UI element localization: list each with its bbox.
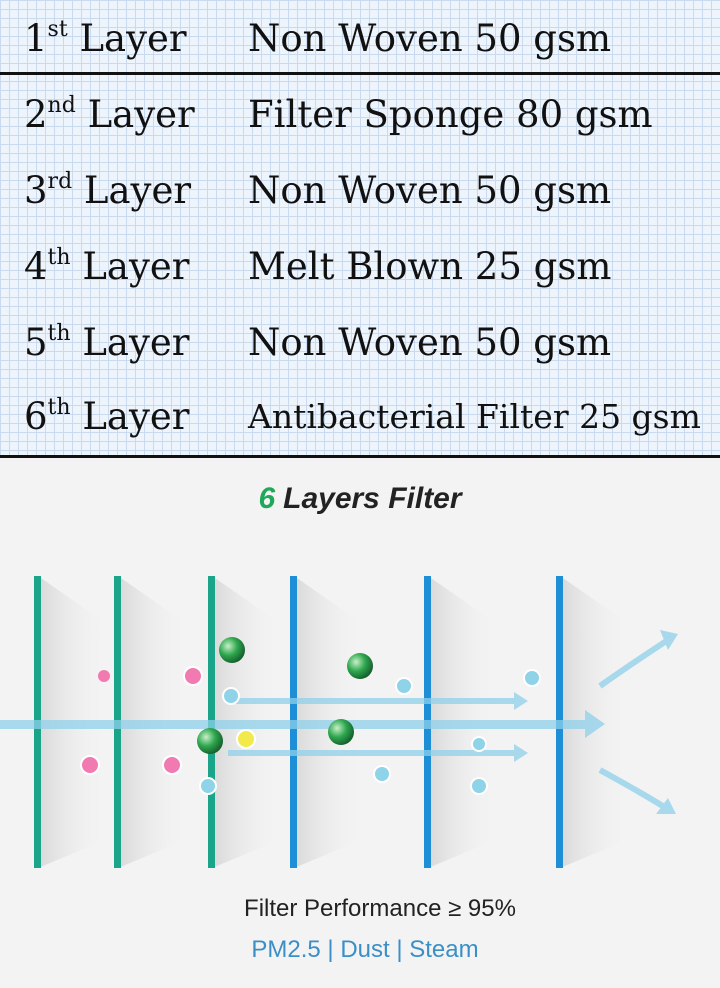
filter-illustration — [0, 576, 678, 868]
table-row: 4th Layer Melt Blown 25 gsm — [0, 228, 720, 304]
filter-diagram: 6 Layers Filter Filter Performance ≥ 95% … — [0, 458, 720, 988]
layer-material: Melt Blown 25 gsm — [248, 244, 612, 288]
layer-material: Non Woven 50 gsm — [248, 168, 612, 212]
layer-material: Non Woven 50 gsm — [248, 320, 612, 364]
layer-material: Non Woven 50 gsm — [248, 16, 612, 60]
table-row: 2nd Layer Filter Sponge 80 gsm — [0, 76, 720, 152]
table-header-row: 1st Layer Non Woven 50 gsm — [0, 0, 720, 76]
layer-label: 3rd Layer — [24, 168, 192, 212]
diagram-title: 6 Layers Filter — [258, 482, 462, 515]
layer-material: Antibacterial Filter 25 gsm — [248, 396, 701, 436]
layer-material: Filter Sponge 80 gsm — [248, 92, 653, 136]
layer-label: 6th Layer — [24, 394, 190, 438]
filter-performance: Filter Performance ≥ 95% — [244, 895, 516, 922]
layer-table: 1st Layer Non Woven 50 gsm 2nd Layer Fil… — [0, 0, 720, 458]
table-row: 3rd Layer Non Woven 50 gsm — [0, 152, 720, 228]
particles — [80, 637, 541, 795]
layer-label: 1st Layer — [24, 16, 187, 60]
table-row: 5th Layer Non Woven 50 gsm — [0, 304, 720, 380]
table-row: 6th Layer Antibacterial Filter 25 gsm — [0, 378, 720, 454]
layer-label: 5th Layer — [24, 320, 190, 364]
layer-label: 4th Layer — [24, 244, 190, 288]
header-divider — [0, 72, 720, 75]
filter-categories: PM2.5 | Dust | Steam — [251, 936, 479, 963]
airflow-arrows — [0, 630, 678, 814]
layer-label: 2nd Layer — [24, 92, 195, 136]
